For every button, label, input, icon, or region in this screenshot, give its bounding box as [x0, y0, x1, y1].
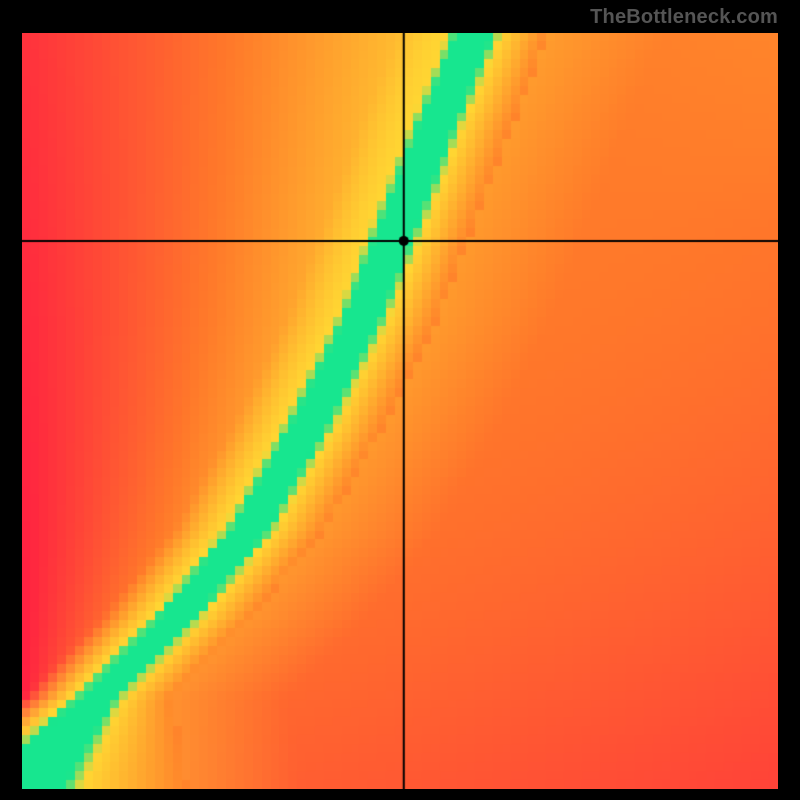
heatmap-canvas: [22, 33, 778, 789]
chart-container: TheBottleneck.com: [0, 0, 800, 800]
watermark-text: TheBottleneck.com: [590, 6, 778, 29]
